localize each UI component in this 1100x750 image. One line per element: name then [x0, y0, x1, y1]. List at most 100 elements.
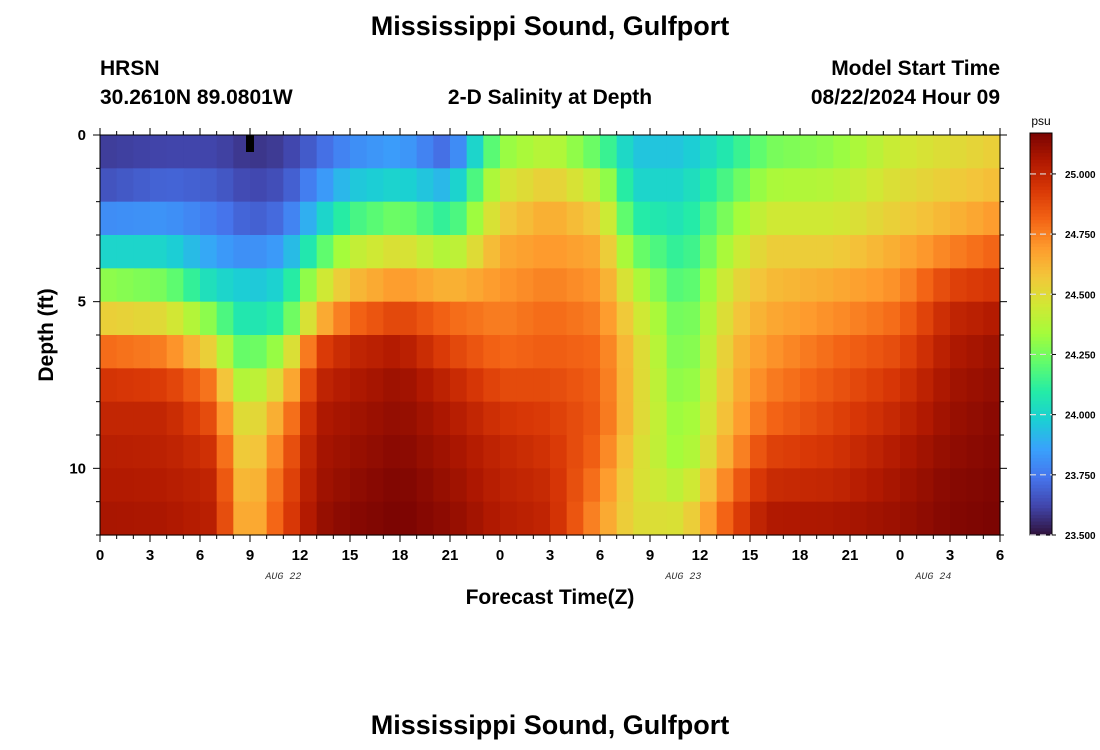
heatmap-cell: [566, 268, 584, 303]
heatmap-cell: [700, 268, 718, 303]
heatmap-cell: [633, 401, 651, 436]
heatmap-cell: [616, 135, 634, 169]
heatmap-cell: [416, 501, 434, 536]
heatmap-cell: [550, 501, 568, 536]
heatmap-cell: [916, 268, 934, 303]
heatmap-cell: [416, 301, 434, 336]
heatmap-cell: [516, 435, 534, 469]
heatmap-cell: [416, 235, 434, 269]
heatmap-cell: [566, 135, 584, 169]
heatmap-cell: [783, 301, 801, 336]
x-tick-label: 3: [546, 547, 554, 564]
heatmap-cell: [716, 501, 734, 536]
heatmap-cell: [900, 201, 918, 236]
heatmap-cell: [716, 235, 734, 269]
colorbar-segment: [1030, 401, 1052, 405]
heatmap-cell: [133, 368, 151, 403]
heatmap-cell: [516, 401, 534, 436]
heatmap-cell: [650, 401, 668, 436]
heatmap-cell: [383, 401, 401, 436]
heatmap-cell: [400, 501, 418, 536]
colorbar-segment: [1030, 280, 1052, 285]
heatmap-cell: [250, 368, 268, 403]
heatmap-cell: [566, 501, 584, 536]
heatmap-cell: [800, 235, 818, 269]
colorbar-segment: [1030, 528, 1052, 533]
heatmap-cell: [583, 201, 601, 236]
heatmap-cell: [950, 135, 968, 169]
heatmap-cell: [200, 268, 218, 303]
heatmap-cell: [483, 168, 501, 203]
heatmap-cell: [883, 368, 901, 403]
heatmap-cell: [116, 501, 134, 536]
heatmap-cell: [333, 168, 351, 203]
heatmap-cell: [716, 268, 734, 303]
heatmap-cell: [533, 335, 551, 369]
heatmap-cell: [633, 335, 651, 369]
heatmap-cell: [700, 435, 718, 469]
colorbar-segment: [1030, 183, 1052, 188]
heatmap-cell: [816, 135, 834, 169]
heatmap-cell: [800, 135, 818, 169]
colorbar-segment: [1030, 484, 1052, 489]
heatmap-cell: [933, 301, 951, 336]
colorbar-segment: [1030, 337, 1052, 342]
heatmap-cell: [716, 201, 734, 236]
heatmap-cell: [483, 268, 501, 303]
heatmap-cell: [233, 301, 251, 336]
heatmap-cell: [200, 301, 218, 336]
heatmap-cell: [133, 401, 151, 436]
heatmap-cell: [750, 268, 768, 303]
heatmap-cell: [350, 401, 368, 436]
heatmap-cell: [216, 235, 234, 269]
heatmap-cell: [183, 168, 201, 203]
heatmap-cell: [600, 301, 618, 336]
heatmap-cell: [783, 235, 801, 269]
heatmap-cell: [433, 468, 451, 503]
heatmap-cell: [600, 201, 618, 236]
heatmap-cell: [683, 468, 701, 503]
heatmap-cell: [883, 168, 901, 203]
heatmap-cell: [400, 335, 418, 369]
heatmap-cell: [150, 335, 168, 369]
heatmap-cell: [966, 235, 984, 269]
colorbar-segment: [1030, 491, 1052, 496]
colorbar-segment: [1030, 511, 1052, 516]
colorbar-segment: [1030, 313, 1052, 318]
colorbar-segment: [1030, 481, 1052, 486]
heatmap-cell: [716, 135, 734, 169]
heatmap-cell: [533, 301, 551, 336]
heatmap-cell: [133, 168, 151, 203]
heatmap-cell: [750, 168, 768, 203]
heatmap-cell: [950, 368, 968, 403]
colorbar-segment: [1030, 514, 1052, 519]
colorbar-segment: [1030, 508, 1052, 513]
heatmap-cell: [250, 501, 268, 536]
heatmap-cell: [966, 501, 984, 536]
heatmap-cell: [883, 301, 901, 336]
heatmap-cell: [333, 268, 351, 303]
colorbar-segment: [1030, 310, 1052, 315]
heatmap-cell: [300, 301, 318, 336]
heatmap-cell: [233, 201, 251, 236]
heatmap-cell: [516, 368, 534, 403]
heatmap-cell: [900, 435, 918, 469]
heatmap-cell: [450, 335, 468, 369]
heatmap-cell: [250, 135, 268, 169]
heatmap-cell: [766, 435, 784, 469]
heatmap-cell: [883, 435, 901, 469]
colorbar-segment: [1030, 143, 1052, 147]
heatmap-cell: [550, 235, 568, 269]
heatmap-cell: [183, 268, 201, 303]
heatmap-cell: [483, 468, 501, 503]
colorbar-segment: [1030, 474, 1052, 479]
x-tick-label: 6: [996, 547, 1004, 564]
heatmap-cell: [300, 335, 318, 369]
heatmap-cell: [516, 168, 534, 203]
heatmap-cell: [883, 135, 901, 169]
heatmap-cell: [866, 268, 884, 303]
heatmap-cell: [116, 135, 134, 169]
heatmap-cell: [966, 335, 984, 369]
colorbar-segment: [1030, 457, 1052, 462]
heatmap-cell: [183, 335, 201, 369]
